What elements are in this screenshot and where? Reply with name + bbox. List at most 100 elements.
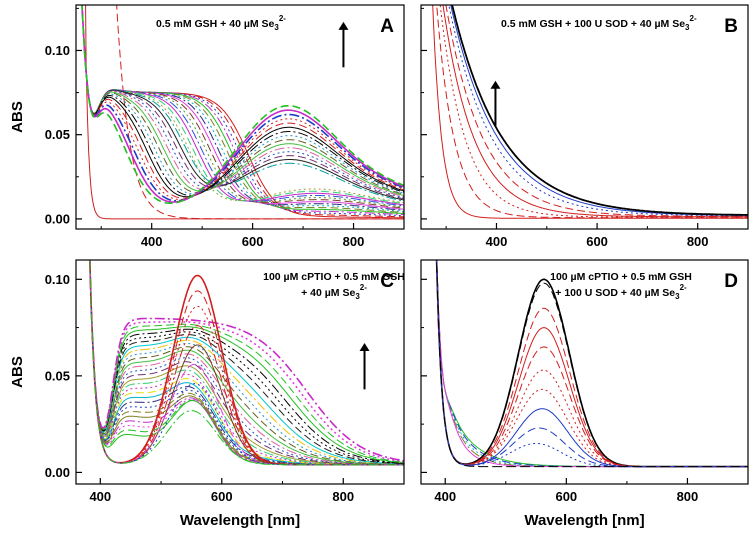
plot-frame <box>75 4 405 230</box>
series-line <box>89 260 404 464</box>
annotation-line: 100 µM cPTIO + 0.5 mM GSH <box>550 271 692 283</box>
x-tick-label: 600 <box>586 234 608 249</box>
x-tick-label: 600 <box>211 489 233 504</box>
series-line <box>81 5 404 200</box>
panel-letter: D <box>724 271 738 292</box>
x-tick-label: 600 <box>242 234 264 249</box>
series-line <box>436 260 748 468</box>
series-line <box>451 5 748 216</box>
x-tick-label: 800 <box>343 234 365 249</box>
annotation-line: 100 µM cPTIO + 0.5 mM GSH <box>263 271 405 283</box>
x-tick-label: 400 <box>486 234 508 249</box>
series-line <box>436 5 748 219</box>
series-line <box>436 260 748 468</box>
series-line <box>448 5 748 217</box>
panel-a: 0.00 0.05 0.10 400 600 800 ABS A 0.5 mM GSH + 40… <box>9 4 405 249</box>
series-line <box>89 260 404 464</box>
x-tick-label: 800 <box>687 234 709 249</box>
plot-frame <box>420 4 749 230</box>
series-line <box>81 5 404 217</box>
y-tick-label: 0.10 <box>45 272 70 287</box>
y-tick-label: 0.05 <box>45 127 70 142</box>
series-line <box>81 5 404 201</box>
series-line <box>81 5 404 208</box>
panel-letter: A <box>380 16 394 37</box>
y-tick-label: 0.00 <box>45 211 70 226</box>
series-line <box>81 5 404 204</box>
series-line <box>81 5 404 196</box>
series-line <box>89 260 404 463</box>
series-line <box>81 5 404 219</box>
x-tick-label: 800 <box>332 489 354 504</box>
series-line <box>81 5 404 202</box>
series-line <box>81 5 404 207</box>
plot-frame <box>75 259 405 485</box>
y-tick-label: 0.00 <box>45 465 70 480</box>
series-line <box>81 5 404 199</box>
series-line <box>81 5 404 197</box>
series-line <box>89 260 404 465</box>
series-line <box>89 260 404 465</box>
y-axis-title: ABS <box>9 356 26 388</box>
annotation-line: 0.5 mM GSH + 100 U SOD + 40 µM Se32- <box>501 14 697 32</box>
series-line <box>81 5 404 202</box>
y-tick-label: 0.10 <box>45 43 70 58</box>
series-line <box>436 260 748 468</box>
series-line <box>81 5 404 198</box>
series-line <box>89 260 404 466</box>
x-tick-label: 800 <box>677 489 699 504</box>
series-line <box>445 5 748 217</box>
series-line <box>81 5 404 195</box>
series-line <box>81 5 404 216</box>
series-line <box>436 260 748 468</box>
panel-d: 400 600 800 Wavelength [nm] D 100 µM cPTIO + … <box>420 259 749 529</box>
arrow-head <box>338 21 349 30</box>
series-line <box>81 5 404 198</box>
series-line <box>89 260 404 465</box>
x-tick-label: 400 <box>89 489 111 504</box>
x-axis-title: Wavelength [nm] <box>524 512 644 529</box>
plot-area <box>432 5 748 219</box>
plot-area <box>81 5 404 220</box>
series-line <box>436 260 748 468</box>
series-line <box>89 260 404 466</box>
series-line <box>116 5 404 220</box>
series-line <box>89 260 404 462</box>
annotation-line: + 40 µM Se32- <box>301 283 367 301</box>
x-axis-title: Wavelength [nm] <box>180 512 300 529</box>
plot-area <box>89 260 404 466</box>
annotation-line: 0.5 mM GSH + 40 µM Se32- <box>156 14 286 32</box>
series-line <box>436 260 748 468</box>
plot-frame <box>420 259 749 485</box>
series-line <box>81 5 404 199</box>
plot-area <box>435 260 748 468</box>
series-line <box>439 5 748 218</box>
series-line <box>89 260 404 465</box>
series-line <box>442 5 748 218</box>
y-tick-label: 0.05 <box>45 368 70 383</box>
arrow-head <box>490 80 501 89</box>
series-line <box>81 5 404 195</box>
y-axis-title: ABS <box>9 101 26 133</box>
arrow-head <box>359 343 370 352</box>
series-line <box>81 5 404 204</box>
series-line <box>450 5 748 216</box>
series-line <box>432 5 748 219</box>
panel-b: 400 600 800 B 0.5 mM GSH + 100 U SOD + 40 µM… <box>420 4 749 249</box>
panel-letter: B <box>724 16 738 37</box>
panel-letter: C <box>380 271 394 292</box>
annotation-line: + 100 U SOD + 40 µM Se32- <box>555 283 687 301</box>
series-line <box>89 260 404 464</box>
series-line <box>81 5 404 200</box>
x-tick-label: 400 <box>141 234 163 249</box>
panel-c: 0.00 0.05 0.10 400 600 800 ABS Wavelength [nm] C… <box>9 259 405 529</box>
series-line <box>81 5 404 203</box>
series-line <box>89 260 404 465</box>
series-line <box>89 260 404 463</box>
x-tick-label: 600 <box>555 489 577 504</box>
series-line <box>89 260 404 465</box>
x-tick-label: 400 <box>434 489 456 504</box>
series-line <box>89 260 404 465</box>
series-line <box>436 260 748 468</box>
